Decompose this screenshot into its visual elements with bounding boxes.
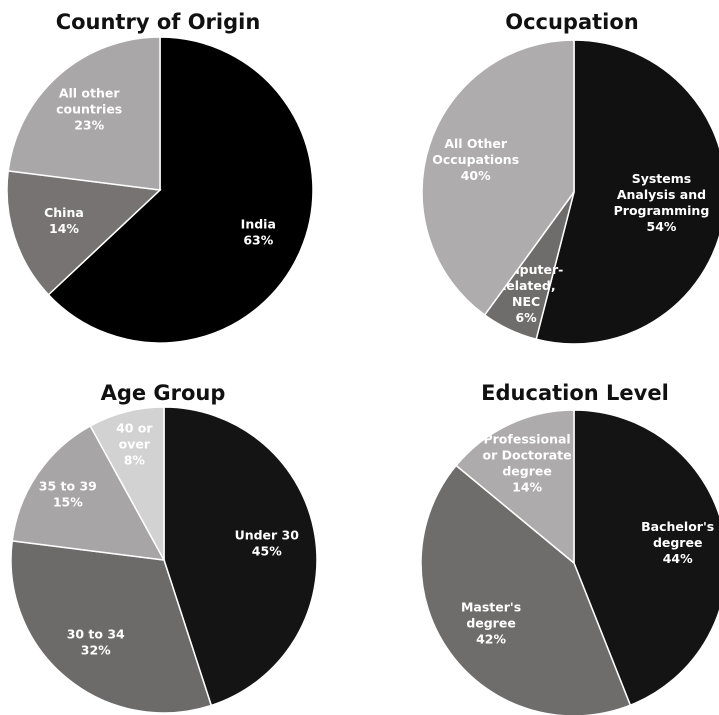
slice-label-line: Professional bbox=[483, 431, 570, 446]
age-group-slices: Under 30 45% 30 to 34 32% 35 to 39 15% 40 or ov… bbox=[10, 406, 318, 714]
pie-slice bbox=[421, 39, 575, 317]
slice-label-line: Systems bbox=[632, 171, 692, 186]
chart-title-education-level: Education Level bbox=[481, 381, 669, 405]
slice-label-line: 32% bbox=[81, 643, 111, 658]
slice-label-line: Under 30 bbox=[235, 528, 300, 543]
slice-label-line: degree bbox=[502, 463, 552, 478]
slice-label: India 63% bbox=[241, 217, 276, 248]
slice-label-line: 14% bbox=[512, 479, 542, 494]
occupation-slices: Systems Analysis and Programming 54%Compute… bbox=[421, 39, 719, 345]
slice-label-line: 42% bbox=[476, 631, 506, 646]
age-group-chart: Age Group Under 30 45% 30 to 34 32% 35 to 39… bbox=[10, 381, 318, 714]
slice-label-line: or Doctorate bbox=[483, 447, 572, 462]
slice-label: All Other Occupations 40% bbox=[432, 136, 519, 183]
slice-label-line: 15% bbox=[53, 495, 83, 510]
slice-label-line: China bbox=[44, 205, 84, 220]
slice-label-line: 54% bbox=[647, 219, 677, 234]
country-of-origin-slices: India 63% China 14% All other countries 23% bbox=[6, 36, 314, 344]
pie-slice bbox=[6, 169, 162, 296]
slice-label-line: 63% bbox=[243, 233, 273, 248]
education-level-slices: Bachelor's degree 44%Master's degree 42%Prof… bbox=[420, 409, 719, 715]
slice-label-line: 8% bbox=[124, 452, 146, 467]
slice-label-line: 40 or bbox=[116, 420, 153, 435]
slice-label-line: Programming bbox=[614, 203, 710, 218]
occupation-chart: Occupation Systems Analysis and Programmin… bbox=[421, 10, 719, 345]
slice-label-line: countries bbox=[56, 102, 122, 117]
chart-title-age-group: Age Group bbox=[101, 381, 226, 405]
slice-label-line: India bbox=[241, 217, 276, 232]
slice-label-line: All Other bbox=[444, 136, 508, 151]
pie-slice bbox=[47, 36, 314, 344]
slice-label: Master's degree 42% bbox=[461, 599, 521, 646]
pie-slice bbox=[10, 539, 213, 714]
slice-label-line: Bachelor's bbox=[641, 519, 714, 534]
pie-slice bbox=[535, 39, 719, 345]
slice-label-line: 30 to 34 bbox=[67, 627, 125, 642]
slice-label-line: 23% bbox=[74, 118, 104, 133]
slice-label: 35 to 39 15% bbox=[39, 479, 97, 510]
chart-title-country-of-origin: Country of Origin bbox=[56, 10, 261, 34]
slice-label: Under 30 45% bbox=[235, 528, 300, 559]
country-of-origin-chart: Country of Origin India 63% China 14% All ot… bbox=[6, 10, 314, 344]
slice-label: Professional or Doctorate degree 14% bbox=[483, 431, 572, 494]
slice-label: China 14% bbox=[44, 205, 84, 236]
pie-slice bbox=[11, 424, 166, 561]
slice-label-line: 44% bbox=[663, 551, 693, 566]
education-level-chart: Education Level Bachelor's degree 44%Maste… bbox=[420, 381, 719, 715]
slice-label-line: degree bbox=[466, 615, 516, 630]
slice-label-line: 45% bbox=[252, 544, 282, 559]
pie-slice bbox=[89, 406, 165, 561]
slice-label: Systems Analysis and Programming 54% bbox=[614, 171, 710, 234]
slice-label-line: NEC bbox=[512, 294, 540, 309]
slice-label: All other countries 23% bbox=[56, 86, 122, 133]
pie-slice bbox=[573, 409, 719, 707]
slice-label-line: Related, bbox=[497, 278, 556, 293]
slice-label-line: degree bbox=[653, 535, 703, 550]
slice-label-line: 14% bbox=[49, 221, 79, 236]
slice-label-line: 6% bbox=[515, 310, 537, 325]
slice-label-line: 40% bbox=[461, 168, 491, 183]
chart-title-occupation: Occupation bbox=[505, 10, 639, 34]
slice-label: Bachelor's degree 44% bbox=[641, 519, 714, 566]
pie-slice bbox=[420, 464, 632, 715]
slice-label-line: over bbox=[119, 436, 151, 451]
slice-label-line: All other bbox=[59, 86, 121, 101]
slice-label: 30 to 34 32% bbox=[67, 627, 125, 658]
slice-label-line: 35 to 39 bbox=[39, 479, 97, 494]
slice-label-line: Master's bbox=[461, 599, 521, 614]
pie-slice bbox=[163, 406, 318, 707]
pie-slice bbox=[7, 36, 161, 191]
slice-label: 40 or over 8% bbox=[116, 420, 153, 467]
slice-label-line: Occupations bbox=[432, 152, 519, 167]
slice-label-line: Analysis and bbox=[617, 187, 706, 202]
pie-slice bbox=[455, 409, 575, 565]
